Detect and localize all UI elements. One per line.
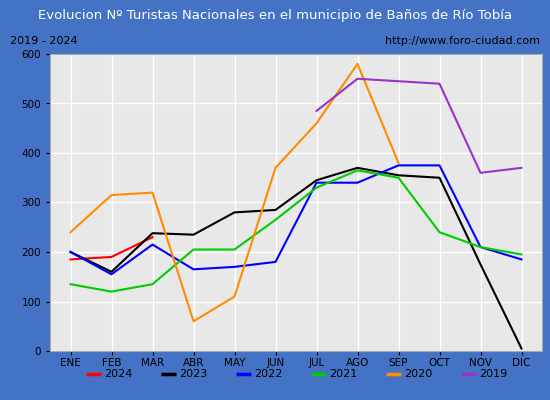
Text: 2019: 2019 — [479, 369, 507, 379]
Text: 2024: 2024 — [104, 369, 133, 379]
Text: 2020: 2020 — [404, 369, 432, 379]
Text: 2023: 2023 — [179, 369, 207, 379]
Text: 2021: 2021 — [329, 369, 358, 379]
Text: 2019 - 2024: 2019 - 2024 — [10, 36, 78, 46]
Text: 2022: 2022 — [254, 369, 282, 379]
Text: Evolucion Nº Turistas Nacionales en el municipio de Baños de Río Tobía: Evolucion Nº Turistas Nacionales en el m… — [38, 8, 512, 22]
Text: http://www.foro-ciudad.com: http://www.foro-ciudad.com — [384, 36, 540, 46]
